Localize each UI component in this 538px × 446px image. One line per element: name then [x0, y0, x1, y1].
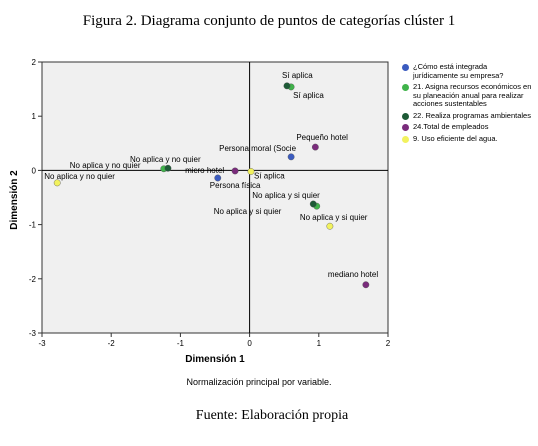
plot-area [41, 61, 389, 334]
legend-marker [402, 64, 409, 71]
point-label: No aplica y no quier [44, 172, 115, 181]
y-tick-label: -3 [29, 329, 37, 338]
point [362, 281, 370, 289]
legend: ¿Cómo está integrada jurídicamente su em… [401, 62, 533, 146]
legend-item: ¿Cómo está integrada jurídicamente su em… [401, 62, 533, 80]
chart-title: Figura 2. Diagrama conjunto de puntos de… [83, 13, 455, 29]
legend-label: 21. Asigna recursos económicos en su pla… [413, 82, 532, 108]
legend-item: 24.Total de empleados [401, 122, 533, 132]
x-axis-title: Dimensión 1 [185, 354, 245, 365]
point-label: Sí aplica [293, 91, 324, 100]
y-tick-label: 2 [32, 58, 37, 67]
note: Normalización principal por variable. [186, 377, 331, 387]
y-tick-label: 1 [32, 112, 37, 121]
legend-marker [402, 135, 409, 143]
point [326, 222, 334, 230]
point-label: Sí aplica [254, 171, 285, 180]
y-axis-title: Dimensión 2 [9, 170, 20, 230]
legend-label: 22. Realiza programas ambientales [413, 110, 531, 120]
legend-marker [402, 124, 409, 131]
y-tick-label: 0 [32, 166, 37, 175]
legend-item: 22. Realiza programas ambientales [401, 110, 533, 121]
point [283, 82, 291, 90]
legend-item: 9. Uso eficiente del agua. [401, 133, 533, 144]
x-tick-label: -3 [38, 339, 46, 348]
y-tick-label: -1 [29, 221, 37, 230]
point-label: micro hotel [185, 166, 224, 175]
point [231, 167, 239, 175]
x-tick-label: -1 [177, 339, 185, 348]
legend-marker [402, 84, 409, 91]
x-tick-label: -2 [108, 339, 116, 348]
point [164, 164, 172, 172]
point-label: Persona física [210, 181, 261, 190]
legend-label: 9. Uso eficiente del agua. [413, 133, 498, 143]
point-label: Pequeño hotel [296, 133, 348, 142]
point-label: Persona moral (Socie [219, 144, 296, 153]
point-label: No aplica y no quier [130, 155, 201, 164]
source: Fuente: Elaboración propia [196, 408, 349, 423]
legend-label: ¿Cómo está integrada jurídicamente su em… [413, 62, 504, 80]
point-label: No aplica y si quier [252, 191, 320, 200]
point-label: mediano hotel [328, 270, 378, 279]
legend-marker [402, 112, 409, 120]
x-tick-label: 1 [317, 339, 322, 348]
point [309, 200, 317, 208]
point-label: No aplica y no quier [70, 161, 141, 170]
legend-label: 24.Total de empleados [413, 122, 489, 131]
point [287, 153, 295, 161]
point [53, 179, 61, 187]
point-label: No aplica y si quier [214, 207, 282, 216]
x-tick-label: 0 [247, 339, 252, 348]
y-tick-label: -2 [29, 275, 37, 284]
point [214, 174, 222, 182]
point-label: No aplica y si quier [300, 213, 368, 222]
point-label: Sí aplica [282, 71, 313, 80]
point [311, 143, 319, 151]
point [247, 168, 255, 175]
x-tick-label: 2 [386, 339, 391, 348]
legend-item: 21. Asigna recursos económicos en su pla… [401, 82, 533, 109]
